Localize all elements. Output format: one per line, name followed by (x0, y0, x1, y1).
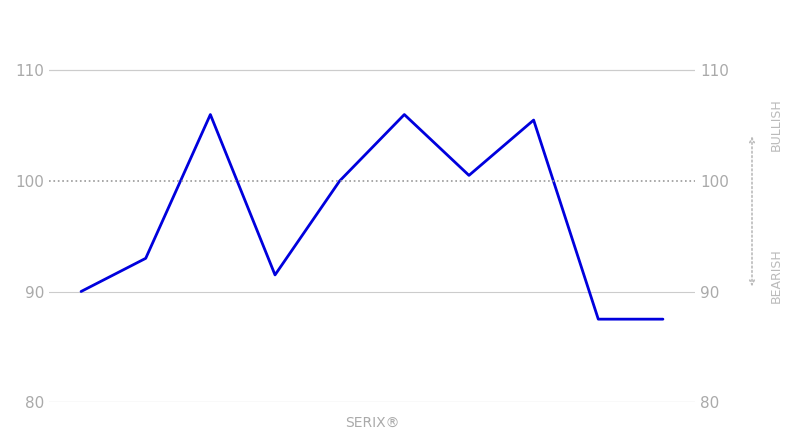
Text: BULLISH: BULLISH (770, 98, 782, 151)
X-axis label: SERIX®: SERIX® (345, 416, 399, 430)
Text: BEARISH: BEARISH (770, 248, 782, 303)
